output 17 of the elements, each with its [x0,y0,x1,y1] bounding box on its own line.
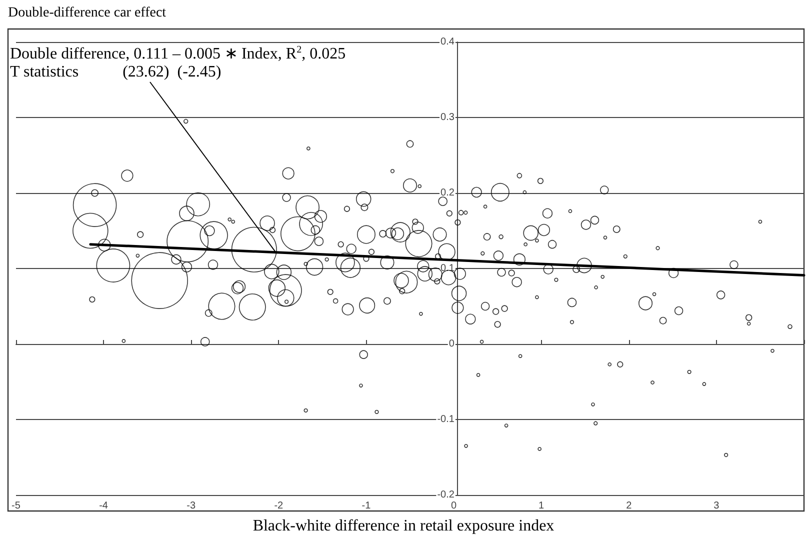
y-tick-label: -0.1 [437,414,455,425]
y-tick-label: -0.2 [437,490,455,500]
x-tick-label: -1 [362,500,372,512]
x-tick-label: 1 [538,500,545,512]
annotation: T statistics (23.62) (-2.45) [10,64,222,80]
x-tick-label: -5 [12,500,21,512]
x-tick-label: -4 [99,500,108,512]
y-axis-title: Double-difference car effect [8,6,166,20]
y-tick-label: 0.4 [440,36,455,48]
x-axis-title: Black-white difference in retail exposure index [252,518,554,534]
y-tick-label: 0 [448,338,455,350]
x-tick-label: -3 [186,500,196,512]
y-tick-label: 0.3 [440,112,455,123]
y-tick-label: 0.2 [440,188,455,198]
x-tick-label: 2 [626,500,632,512]
x-tick-label: -2 [274,500,284,512]
x-tick-label: 3 [714,500,720,512]
